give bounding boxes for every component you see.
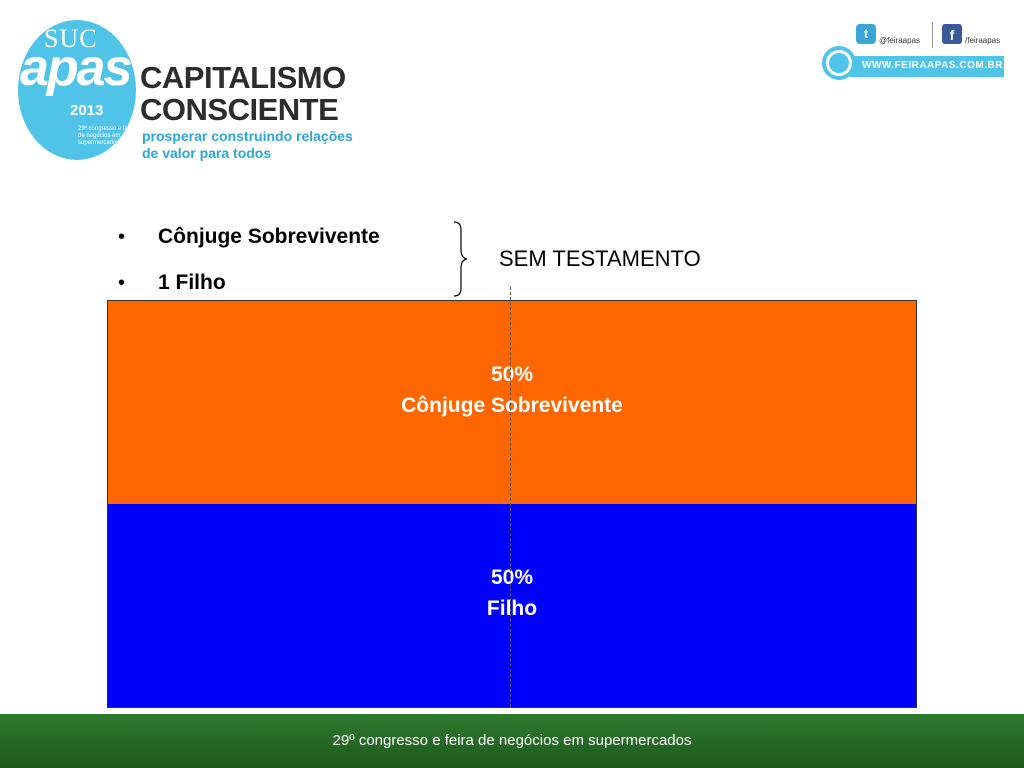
logo-year: 2013 [70,102,104,119]
tagline-line-1: prosperar construindo relações [142,128,353,144]
tagline-line-2: de valor para todos [142,145,272,161]
facebook-handle[interactable]: /feiraapas [965,36,1001,45]
bullet-spouse: Cônjuge Sobrevivente [158,225,380,248]
apas-logo-circle [18,20,136,160]
globe-inner-icon [829,53,849,73]
footer-bar [0,714,1024,768]
segment-percent: 50% [490,566,534,589]
twitter-handle[interactable]: @feiraapas [879,36,921,45]
chart-segment-child: 50% Filho [108,504,916,707]
inheritance-chart: 50% Cônjuge Sobrevivente 50% Filho [107,300,917,708]
segment-name: Filho [486,597,538,620]
logo-ghost-text: SUC [44,24,98,53]
bullet-marker: • [118,226,126,248]
footer-text: 29º congresso e feira de negócios em sup… [332,732,692,749]
social-divider [932,22,933,48]
bullet-marker: • [118,272,126,294]
bullet-child: 1 Filho [158,271,226,294]
segment-label: 50% Filho [108,562,916,624]
segment-label: 50% Cônjuge Sobrevivente [108,359,916,421]
chart-segment-spouse: 50% Cônjuge Sobrevivente [108,301,916,504]
segment-name: Cônjuge Sobrevivente [401,394,623,417]
logo-small-text: 29º congresso e feira de negócios em sup… [78,126,135,146]
segment-percent: 50% [490,363,534,386]
curly-brace-icon [453,221,468,297]
logo-brand: apas [20,39,133,97]
facebook-icon[interactable]: f [942,24,962,44]
title-line-2: CONSCIENTE [140,92,339,127]
website-link[interactable]: WWW.FEIRAAPAS.COM.BR [862,60,1003,71]
website-bar[interactable] [850,56,1004,77]
twitter-icon[interactable]: t [856,24,876,44]
brace-label: SEM TESTAMENTO [499,246,701,271]
center-dashed-line [510,287,511,707]
title-line-1: CAPITALISMO [140,60,346,95]
